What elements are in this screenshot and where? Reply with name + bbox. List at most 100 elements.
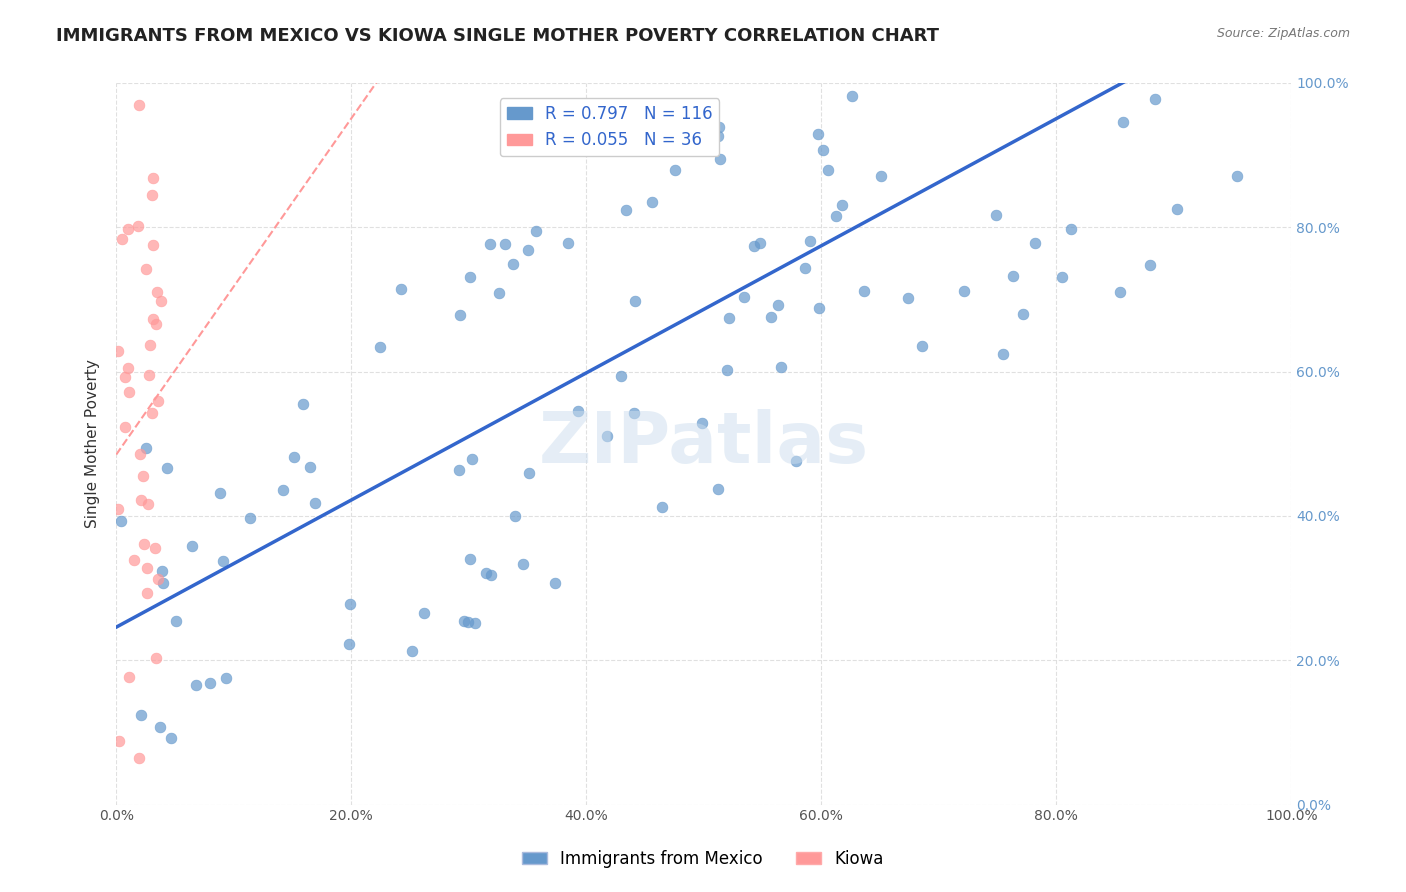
Point	[512, 557, 534, 571]
Point	[623, 406, 645, 420]
Point	[337, 637, 360, 651]
Point	[186, 678, 208, 692]
Point	[129, 492, 152, 507]
Point	[557, 235, 579, 250]
Point	[389, 282, 412, 296]
Point	[748, 236, 770, 251]
Point	[1139, 258, 1161, 272]
Point	[449, 308, 471, 322]
Legend: Immigrants from Mexico, Kiowa: Immigrants from Mexico, Kiowa	[516, 844, 890, 875]
Point	[135, 441, 157, 455]
Point	[128, 751, 150, 765]
Point	[141, 406, 163, 420]
Point	[517, 243, 540, 257]
Point	[690, 416, 713, 430]
Point	[869, 169, 891, 183]
Point	[114, 370, 136, 384]
Point	[1225, 169, 1247, 183]
Point	[108, 734, 131, 748]
Point	[152, 575, 174, 590]
Point	[991, 347, 1014, 361]
Text: ZIPatlas: ZIPatlas	[538, 409, 869, 478]
Point	[145, 651, 167, 665]
Point	[785, 454, 807, 468]
Point	[141, 312, 163, 326]
Point	[142, 171, 165, 186]
Point	[1143, 92, 1166, 106]
Point	[664, 162, 686, 177]
Point	[458, 270, 481, 285]
Point	[505, 509, 527, 524]
Text: IMMIGRANTS FROM MEXICO VS KIOWA SINGLE MOTHER POVERTY CORRELATION CHART: IMMIGRANTS FROM MEXICO VS KIOWA SINGLE M…	[56, 27, 939, 45]
Point	[897, 291, 920, 305]
Point	[488, 285, 510, 300]
Point	[152, 564, 174, 578]
Point	[853, 284, 876, 298]
Point	[733, 290, 755, 304]
Point	[1011, 307, 1033, 321]
Point	[138, 368, 160, 383]
Point	[211, 554, 233, 568]
Point	[624, 293, 647, 308]
Point	[1014, 29, 1036, 43]
Point	[1112, 114, 1135, 128]
Point	[479, 237, 502, 252]
Point	[180, 540, 202, 554]
Point	[811, 143, 834, 157]
Point	[761, 310, 783, 324]
Point	[145, 317, 167, 331]
Point	[156, 460, 179, 475]
Point	[148, 394, 170, 409]
Point	[610, 368, 633, 383]
Point	[149, 293, 172, 308]
Point	[145, 285, 167, 299]
Point	[453, 614, 475, 628]
Point	[139, 338, 162, 352]
Point	[239, 511, 262, 525]
Point	[1076, 54, 1098, 68]
Point	[132, 537, 155, 551]
Point	[596, 429, 619, 443]
Point	[1166, 202, 1188, 216]
Point	[122, 553, 145, 567]
Point	[567, 404, 589, 418]
Point	[841, 88, 863, 103]
Point	[127, 219, 149, 233]
Legend: R = 0.797   N = 116, R = 0.055   N = 36: R = 0.797 N = 116, R = 0.055 N = 36	[501, 98, 720, 156]
Point	[1137, 42, 1160, 56]
Point	[502, 257, 524, 271]
Point	[111, 232, 134, 246]
Point	[766, 298, 789, 312]
Point	[1002, 268, 1025, 283]
Point	[273, 483, 295, 498]
Point	[718, 310, 741, 325]
Point	[461, 451, 484, 466]
Point	[117, 360, 139, 375]
Point	[831, 197, 853, 211]
Point	[686, 122, 709, 136]
Point	[401, 644, 423, 658]
Text: Source: ZipAtlas.com: Source: ZipAtlas.com	[1216, 27, 1350, 40]
Point	[136, 585, 159, 599]
Point	[215, 671, 238, 685]
Point	[707, 482, 730, 496]
Point	[458, 552, 481, 566]
Point	[292, 397, 315, 411]
Point	[544, 576, 567, 591]
Y-axis label: Single Mother Poverty: Single Mother Poverty	[86, 359, 100, 528]
Point	[1067, 70, 1090, 84]
Point	[118, 385, 141, 400]
Point	[769, 360, 792, 375]
Point	[1108, 285, 1130, 299]
Point	[149, 719, 172, 733]
Point	[160, 731, 183, 746]
Point	[141, 188, 163, 202]
Point	[716, 363, 738, 377]
Point	[129, 707, 152, 722]
Point	[998, 36, 1021, 50]
Point	[1060, 222, 1083, 236]
Point	[807, 127, 830, 141]
Point	[464, 615, 486, 630]
Point	[1052, 269, 1074, 284]
Point	[709, 152, 731, 166]
